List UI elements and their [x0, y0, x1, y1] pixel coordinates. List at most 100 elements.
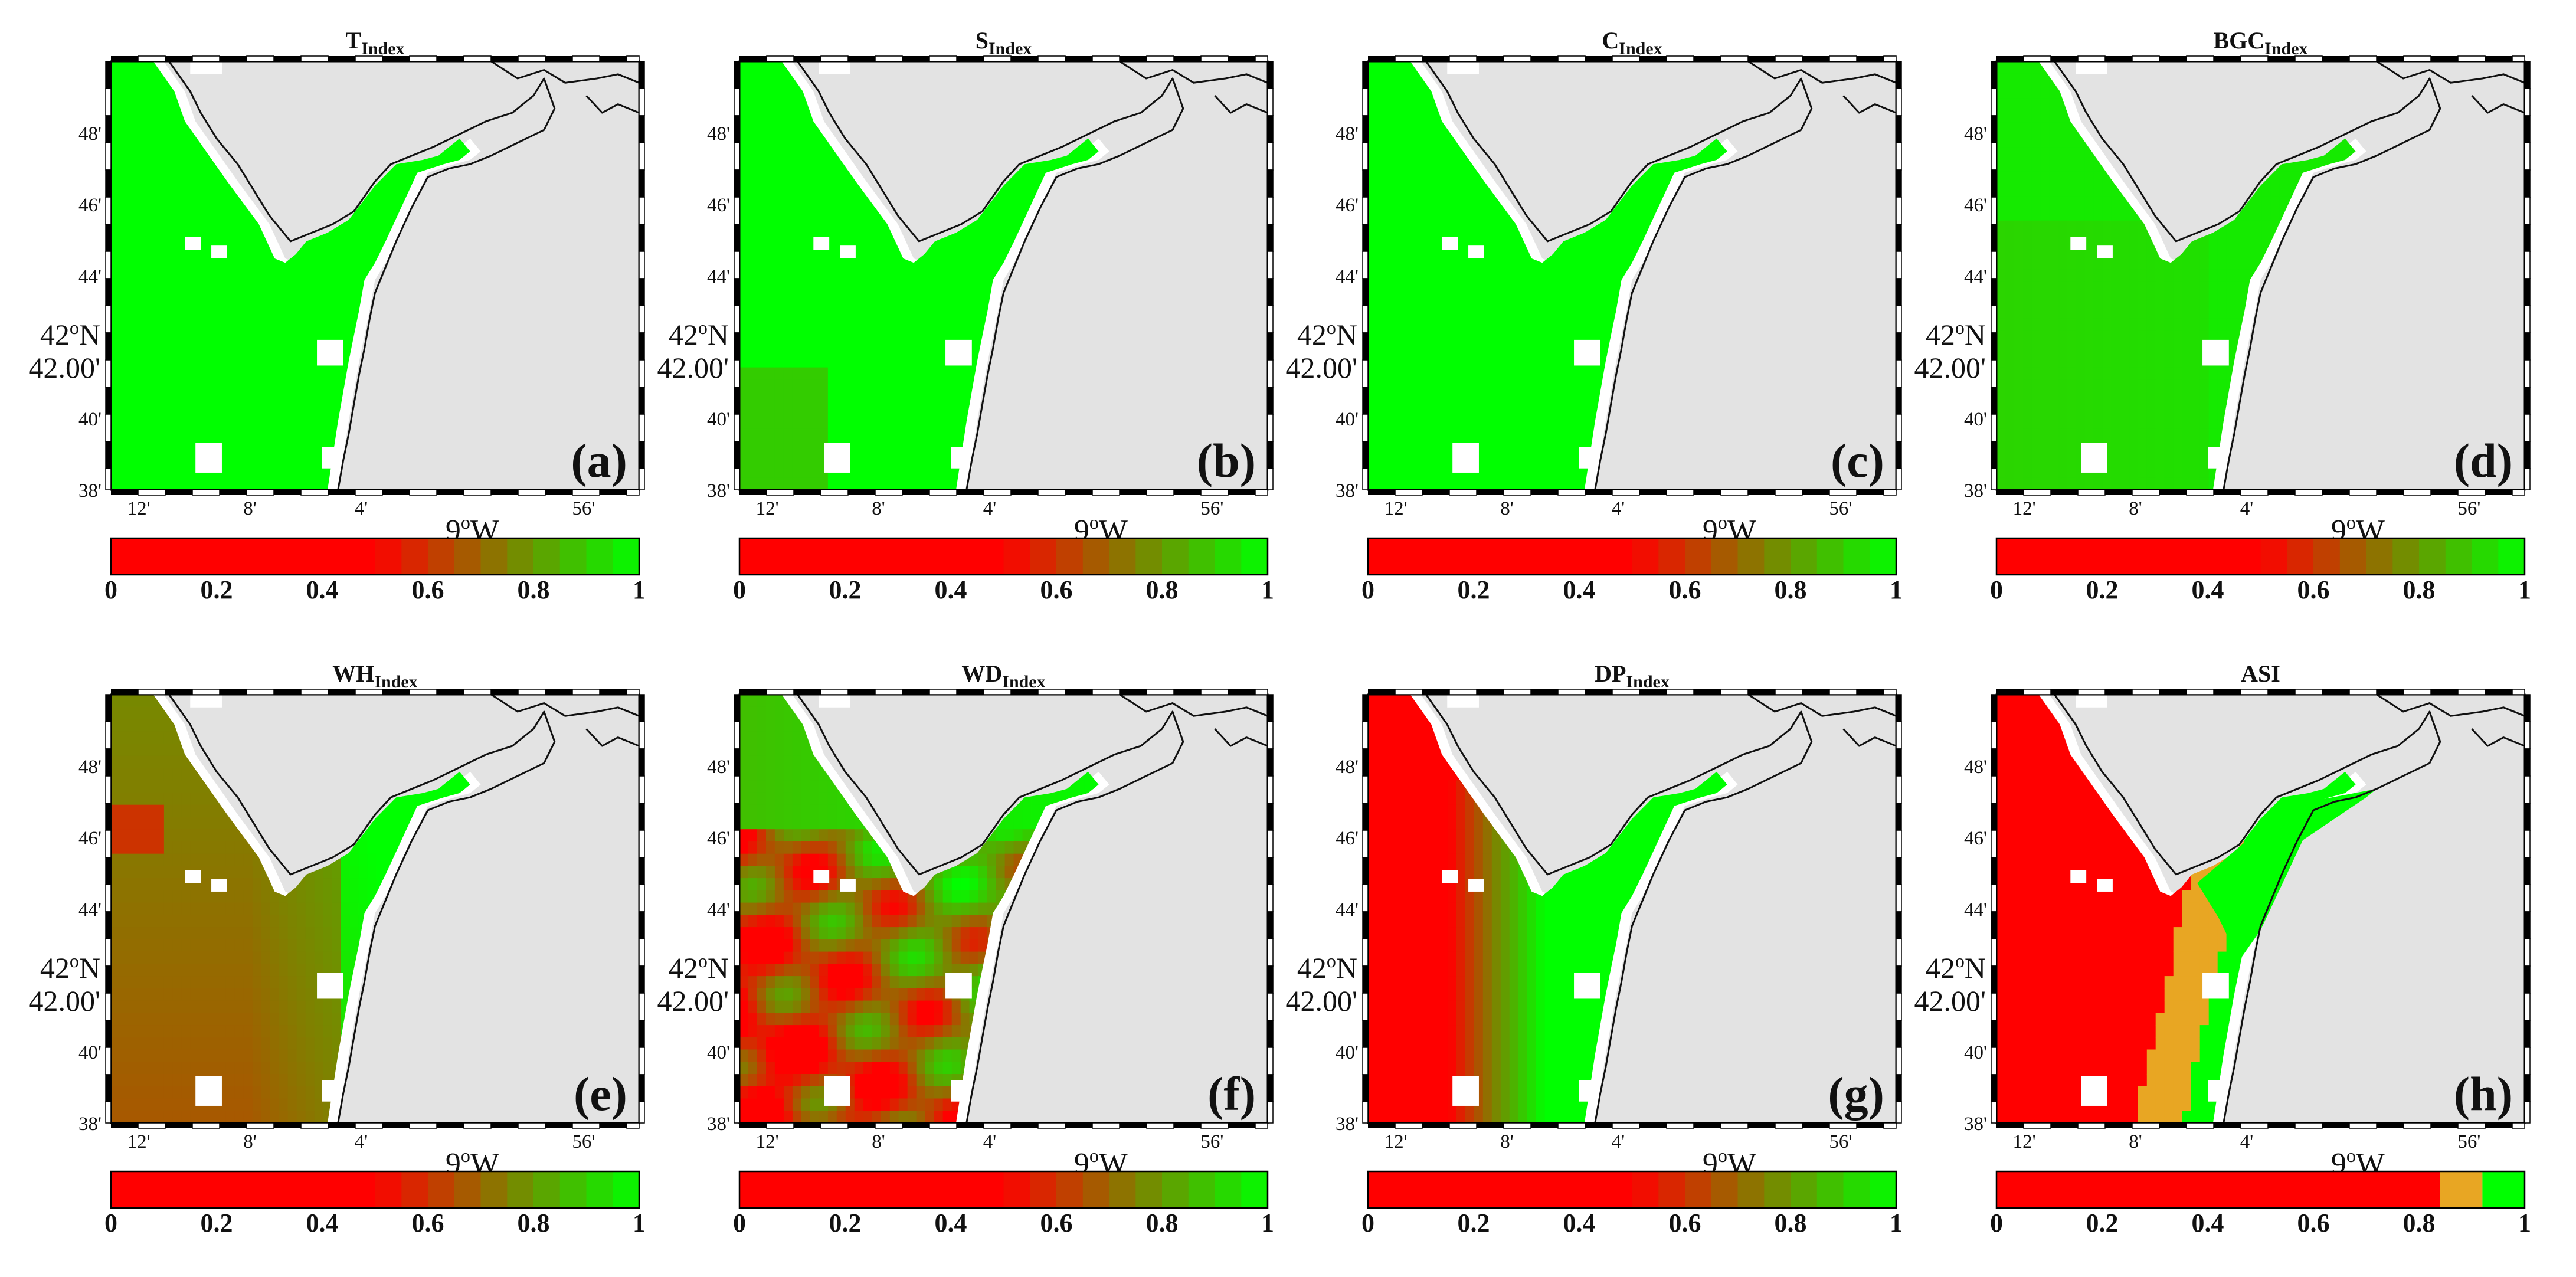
field-cell	[1491, 379, 1501, 392]
lat-label-main: 42	[40, 318, 70, 351]
field-cell	[1395, 208, 1404, 221]
field-cell	[305, 294, 315, 307]
field-cell	[766, 86, 775, 99]
field-cell	[332, 318, 342, 331]
field-cell	[1536, 428, 1546, 441]
field-cell	[845, 220, 855, 233]
field-cell	[1013, 184, 1023, 197]
field-cell	[810, 355, 820, 368]
field-cell	[111, 477, 120, 490]
field-cell	[305, 367, 315, 380]
field-cell	[1429, 122, 1439, 135]
field-cell	[1536, 330, 1546, 343]
field-cell	[129, 367, 138, 380]
field-cell	[129, 98, 138, 111]
field-cell	[1491, 343, 1501, 356]
field-cell	[1491, 269, 1501, 282]
field-cell	[757, 159, 767, 172]
field-cell	[783, 159, 793, 172]
field-cell	[225, 392, 235, 405]
field-cell	[1412, 465, 1422, 478]
field-cell	[252, 367, 262, 380]
field-cell	[1403, 184, 1413, 197]
field-cell	[801, 233, 811, 245]
field-cell	[1377, 184, 1386, 197]
field-cell	[1509, 330, 1519, 343]
field-cell	[1474, 367, 1484, 380]
field-cell	[1438, 330, 1448, 343]
field-cell	[225, 343, 235, 356]
field-cell	[748, 159, 758, 172]
field-cell	[934, 428, 944, 441]
field-cell	[1429, 355, 1439, 368]
colorbar-tick-label: 0	[1361, 575, 1374, 604]
no-data-patch	[190, 61, 222, 74]
field-cell	[766, 330, 775, 343]
field-cell	[129, 208, 138, 221]
field-cell	[208, 330, 218, 343]
field-cell	[234, 355, 244, 368]
field-cell	[1500, 233, 1510, 245]
field-cell	[1509, 294, 1519, 307]
field-cell	[163, 159, 174, 172]
field-cell	[181, 343, 191, 356]
field-cell	[748, 86, 758, 99]
field-cell	[863, 416, 873, 429]
field-cell	[138, 465, 147, 478]
field-cell	[1580, 318, 1590, 331]
field-cell	[190, 220, 200, 233]
field-cell	[1368, 98, 1377, 111]
field-cell	[757, 294, 767, 307]
field-cell	[111, 122, 120, 135]
field-cell	[1474, 196, 1484, 209]
field-cell	[1429, 220, 1439, 233]
field-cell	[1562, 416, 1572, 429]
field-cell	[1598, 269, 1608, 282]
field-cell	[208, 233, 218, 245]
field-cell	[889, 257, 899, 270]
no-data-patch	[317, 339, 343, 366]
field-cell	[819, 318, 829, 331]
field-cell	[1518, 269, 1528, 282]
field-cell	[111, 208, 120, 221]
field-cell	[1553, 257, 1563, 270]
field-cell	[889, 355, 899, 368]
field-cell	[341, 306, 351, 319]
field-cell	[305, 281, 315, 294]
field-cell	[951, 294, 961, 307]
field-cell	[1386, 135, 1395, 148]
field-cell	[748, 220, 758, 233]
lat-tick-label: 48'	[78, 123, 102, 145]
field-cell	[1553, 428, 1563, 441]
field-cell	[1996, 196, 2006, 209]
field-cell	[243, 379, 253, 392]
field-cell	[1527, 404, 1537, 417]
field-cell	[172, 355, 182, 368]
field-cell	[889, 330, 899, 343]
field-cell	[111, 147, 120, 160]
colorbar-segment	[1605, 538, 1633, 575]
panel-title: BGCIndex	[2213, 27, 2307, 58]
field-cell	[208, 208, 218, 221]
field-cell	[199, 392, 209, 405]
field-cell	[225, 379, 235, 392]
no-data-patch	[951, 447, 972, 469]
field-cell	[1571, 465, 1581, 478]
field-cell	[792, 477, 802, 490]
field-cell	[243, 245, 253, 258]
field-cell	[1491, 318, 1501, 331]
field-cell	[199, 416, 209, 429]
field-cell	[217, 477, 227, 490]
field-cell	[1420, 379, 1431, 392]
field-cell	[1571, 306, 1581, 319]
field-cell	[252, 355, 262, 368]
field-cell	[1651, 184, 1661, 197]
field-cell	[261, 453, 271, 466]
field-cell	[146, 281, 156, 294]
field-cell	[916, 404, 926, 417]
lat-tick-label: 42.00'	[657, 351, 729, 384]
field-cell	[1465, 330, 1475, 343]
field-cell	[208, 171, 218, 184]
field-cell	[199, 355, 209, 368]
field-cell	[783, 110, 793, 123]
